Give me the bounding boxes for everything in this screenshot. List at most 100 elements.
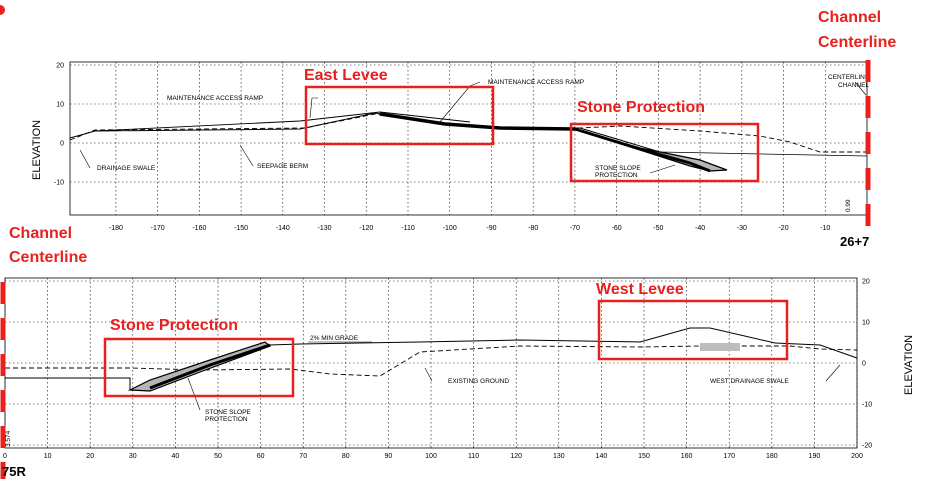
x-tick-label: 130: [553, 453, 565, 460]
x-tick-label: -100: [443, 225, 457, 232]
x-tick-label: -70: [570, 225, 580, 232]
x-tick-label: -180: [109, 225, 123, 232]
x-tick-label: -130: [318, 225, 332, 232]
y-tick-label: -10: [862, 402, 872, 409]
channel-centerline-top-line2: Centerline: [818, 34, 896, 51]
leader-maint-left: [309, 97, 318, 119]
top-y-tick-labels: 20 10 0 -10: [54, 63, 64, 187]
x-tick-label: -140: [276, 225, 290, 232]
x-tick-label: -10: [820, 225, 830, 232]
stone-slope-label-top-1: STONE SLOPE: [595, 165, 641, 172]
x-tick-label: 40: [172, 453, 180, 460]
x-tick-label: -170: [151, 225, 165, 232]
leader-centerline: [854, 81, 867, 96]
stone-slope-label-top-2: PROTECTION: [595, 172, 638, 179]
leader-seepage: [239, 144, 254, 167]
leader-stone-bottom: [187, 377, 201, 411]
centerline-label-1: CENTERLINE: [828, 74, 870, 81]
bottom-small-value: 3.574: [5, 430, 12, 447]
x-tick-label: 160: [681, 453, 693, 460]
drainage-swale-label: DRAINAGE SWALE: [97, 165, 156, 172]
bottom-x-tick-labels: 0 10 20 30 40 50 60 70 80 90 100 110 120 130 140 150 160…: [3, 453, 863, 460]
y-tick-label: 20: [862, 279, 870, 286]
x-tick-label: -120: [359, 225, 373, 232]
maint-ramp-label-left: MAINTENANCE ACCESS RAMP: [167, 95, 263, 102]
x-tick-label: -80: [528, 225, 538, 232]
channel-centerline-left-line2: Centerline: [9, 249, 87, 266]
x-tick-label: -90: [486, 225, 496, 232]
leader-west-swale: [825, 364, 841, 382]
east-levee-label: East Levee: [304, 67, 388, 84]
y-tick-label: 0: [862, 361, 866, 368]
bottom-grid: [4, 278, 858, 448]
x-tick-label: 190: [809, 453, 821, 460]
stone-slope-fill-bottom: [127, 341, 272, 392]
existing-ground-line-top: [69, 113, 867, 153]
x-tick-label: -160: [192, 225, 206, 232]
top-x-tick-labels: -180 -170 -160 -150 -140 -130 -120 -110 -100 -90 -…: [109, 225, 831, 232]
maint-ramp-label-right: MAINTENANCE ACCESS RAMP: [488, 79, 584, 86]
y-tick-label: 20: [56, 63, 64, 70]
x-tick-label: 50: [214, 453, 222, 460]
stone-slope-line-top: [574, 127, 711, 173]
x-tick-label: 170: [723, 453, 735, 460]
y-tick-label: 10: [56, 102, 64, 109]
stone-protection-top-highlight-box: [569, 122, 760, 183]
x-tick-label: 150: [638, 453, 650, 460]
x-tick-label: 10: [44, 453, 52, 460]
stone-slope-label-bottom-1: STONE SLOPE: [205, 409, 251, 416]
min-grade-label: 2% MIN GRADE: [310, 335, 359, 342]
stone-protection-bottom-label: Stone Protection: [110, 317, 238, 334]
x-tick-label: 30: [129, 453, 137, 460]
x-tick-label: 120: [510, 453, 522, 460]
x-tick-label: -150: [234, 225, 248, 232]
stone-protection-bottom-highlight-box: [103, 337, 295, 398]
y-tick-label: -20: [862, 443, 872, 450]
leader-stone-top: [649, 164, 676, 174]
west-levee-label: West Levee: [596, 281, 684, 298]
station-label-top: 26+7: [840, 234, 869, 249]
x-tick-label: -30: [737, 225, 747, 232]
x-tick-label: 110: [468, 453, 479, 460]
x-tick-label: 70: [299, 453, 307, 460]
channel-centerline-top-line1: Channel: [818, 9, 881, 26]
y-tick-label: -10: [54, 180, 64, 187]
corner-marker: [0, 5, 5, 15]
x-tick-label: 140: [596, 453, 608, 460]
x-tick-label: -40: [695, 225, 705, 232]
top-plot-frame: [69, 61, 868, 216]
water-line-top: [659, 151, 868, 157]
bottom-y-tick-labels: 20 10 0 -10 -20: [862, 279, 872, 450]
east-levee-crown: [379, 112, 576, 131]
west-levee-hatch: [700, 343, 740, 351]
stone-protection-top-label: Stone Protection: [577, 99, 705, 116]
y-tick-label: 0: [60, 141, 64, 148]
design-section-line-top: [69, 112, 728, 171]
x-tick-label: 180: [766, 453, 778, 460]
top-cross-section: -180 -170 -160 -150 -140 -130 -120 -110 -100 -90-…: [31, 61, 870, 232]
bottom-elevation-axis-title: ELEVATION: [903, 335, 915, 395]
existing-ground-label: EXISTING GROUND: [448, 378, 509, 385]
x-tick-label: -110: [401, 225, 415, 232]
station-label-bottom: 75R: [2, 464, 26, 479]
top-elevation-axis-title: ELEVATION: [31, 120, 43, 180]
x-tick-label: 60: [257, 453, 265, 460]
y-tick-label: 10: [862, 320, 870, 327]
leader-existing-ground: [424, 367, 433, 382]
x-tick-label: 200: [851, 453, 863, 460]
centerline-label-2: CHANNEL: [838, 82, 869, 89]
seepage-berm-label: SEEPAGE BERM: [257, 163, 308, 170]
x-tick-label: 0: [3, 453, 7, 460]
stone-slope-label-bottom-2: PROTECTION: [205, 416, 248, 423]
x-tick-label: 80: [342, 453, 350, 460]
x-tick-label: -20: [778, 225, 788, 232]
channel-centerline-left-line1: Channel: [9, 225, 72, 242]
west-levee-highlight-box: [597, 299, 789, 361]
x-tick-label: 90: [385, 453, 393, 460]
leader-drainage: [79, 149, 91, 169]
bottom-cross-section: 0 10 20 30 40 50 60 70 80 90 100 110 120 130 140 150 160…: [3, 277, 915, 460]
top-small-value: 0.99: [845, 199, 852, 212]
east-levee-highlight-box: [304, 85, 495, 146]
x-tick-label: 20: [86, 453, 94, 460]
